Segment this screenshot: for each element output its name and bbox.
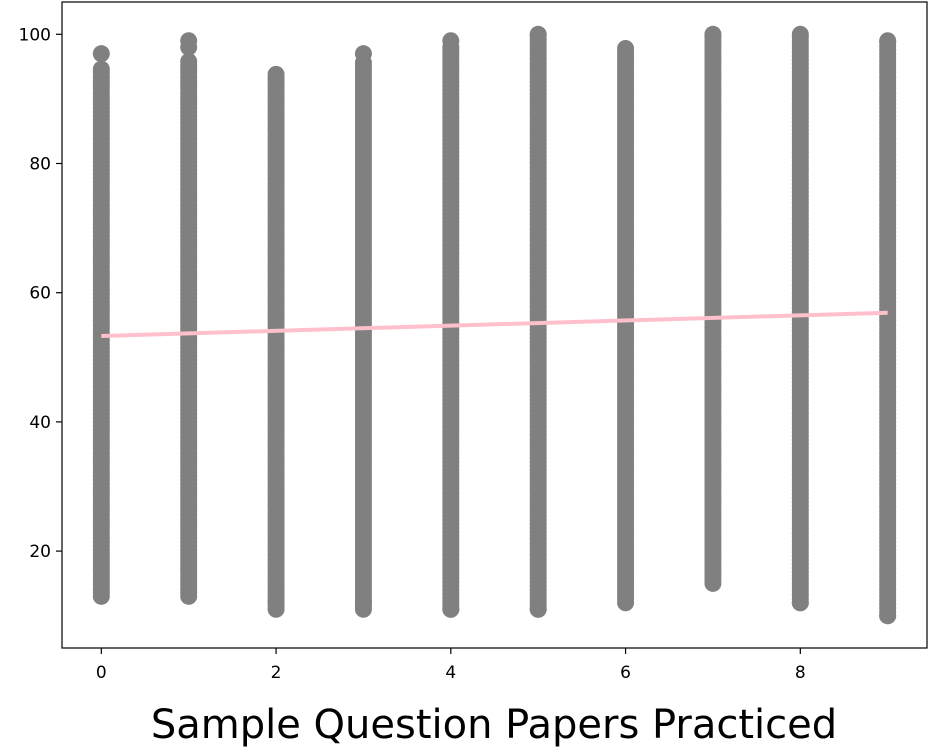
trend-line	[101, 310, 888, 338]
scatter-point	[791, 25, 809, 43]
y-tick-label: 20	[29, 542, 51, 562]
x-tick-label: 8	[795, 663, 806, 683]
scatter-point	[442, 32, 460, 50]
scatter-point	[92, 45, 110, 63]
scatter-point	[180, 52, 198, 70]
scatter-point	[92, 60, 110, 78]
x-axis: 0 2 4 6 8	[96, 648, 806, 683]
scatter-point	[267, 65, 285, 83]
scatter-column-2	[267, 65, 285, 618]
y-tick-label: 60	[29, 284, 51, 304]
y-axis: 20 40 60 80 100	[19, 25, 62, 562]
scatter-column-8	[791, 28, 809, 612]
scatter-point	[180, 38, 198, 56]
scatter-points-layer	[92, 25, 897, 625]
scatter-point	[704, 25, 722, 43]
scatter-column-7	[704, 28, 722, 592]
x-axis-label: Sample Question Papers Practiced	[151, 702, 837, 748]
y-tick-label: 80	[29, 155, 51, 175]
trend-line-layer	[101, 310, 888, 338]
scatter-point	[879, 607, 897, 625]
y-tick-label: 100	[19, 25, 51, 45]
scatter-column-4	[442, 38, 460, 618]
scatter-point	[354, 45, 372, 63]
scatter-point	[529, 600, 547, 618]
x-tick-label: 2	[271, 663, 282, 683]
scatter-column-5	[529, 27, 547, 618]
scatter-point	[791, 594, 809, 612]
scatter-point	[442, 600, 460, 618]
scatter-column-6	[617, 40, 635, 612]
x-tick-label: 6	[620, 663, 631, 683]
scatter-point	[617, 40, 635, 58]
scatter-column-3	[354, 54, 372, 618]
scatter-point	[267, 594, 285, 612]
y-tick-label: 40	[29, 413, 51, 433]
scatter-point	[354, 594, 372, 612]
scatter-column-9	[879, 33, 897, 625]
scatter-point	[529, 25, 547, 43]
x-tick-label: 0	[96, 663, 107, 683]
scatter-column-1	[180, 52, 198, 605]
scatter-column-0	[92, 60, 110, 605]
scatter-point	[879, 32, 897, 50]
x-tick-label: 4	[445, 663, 456, 683]
